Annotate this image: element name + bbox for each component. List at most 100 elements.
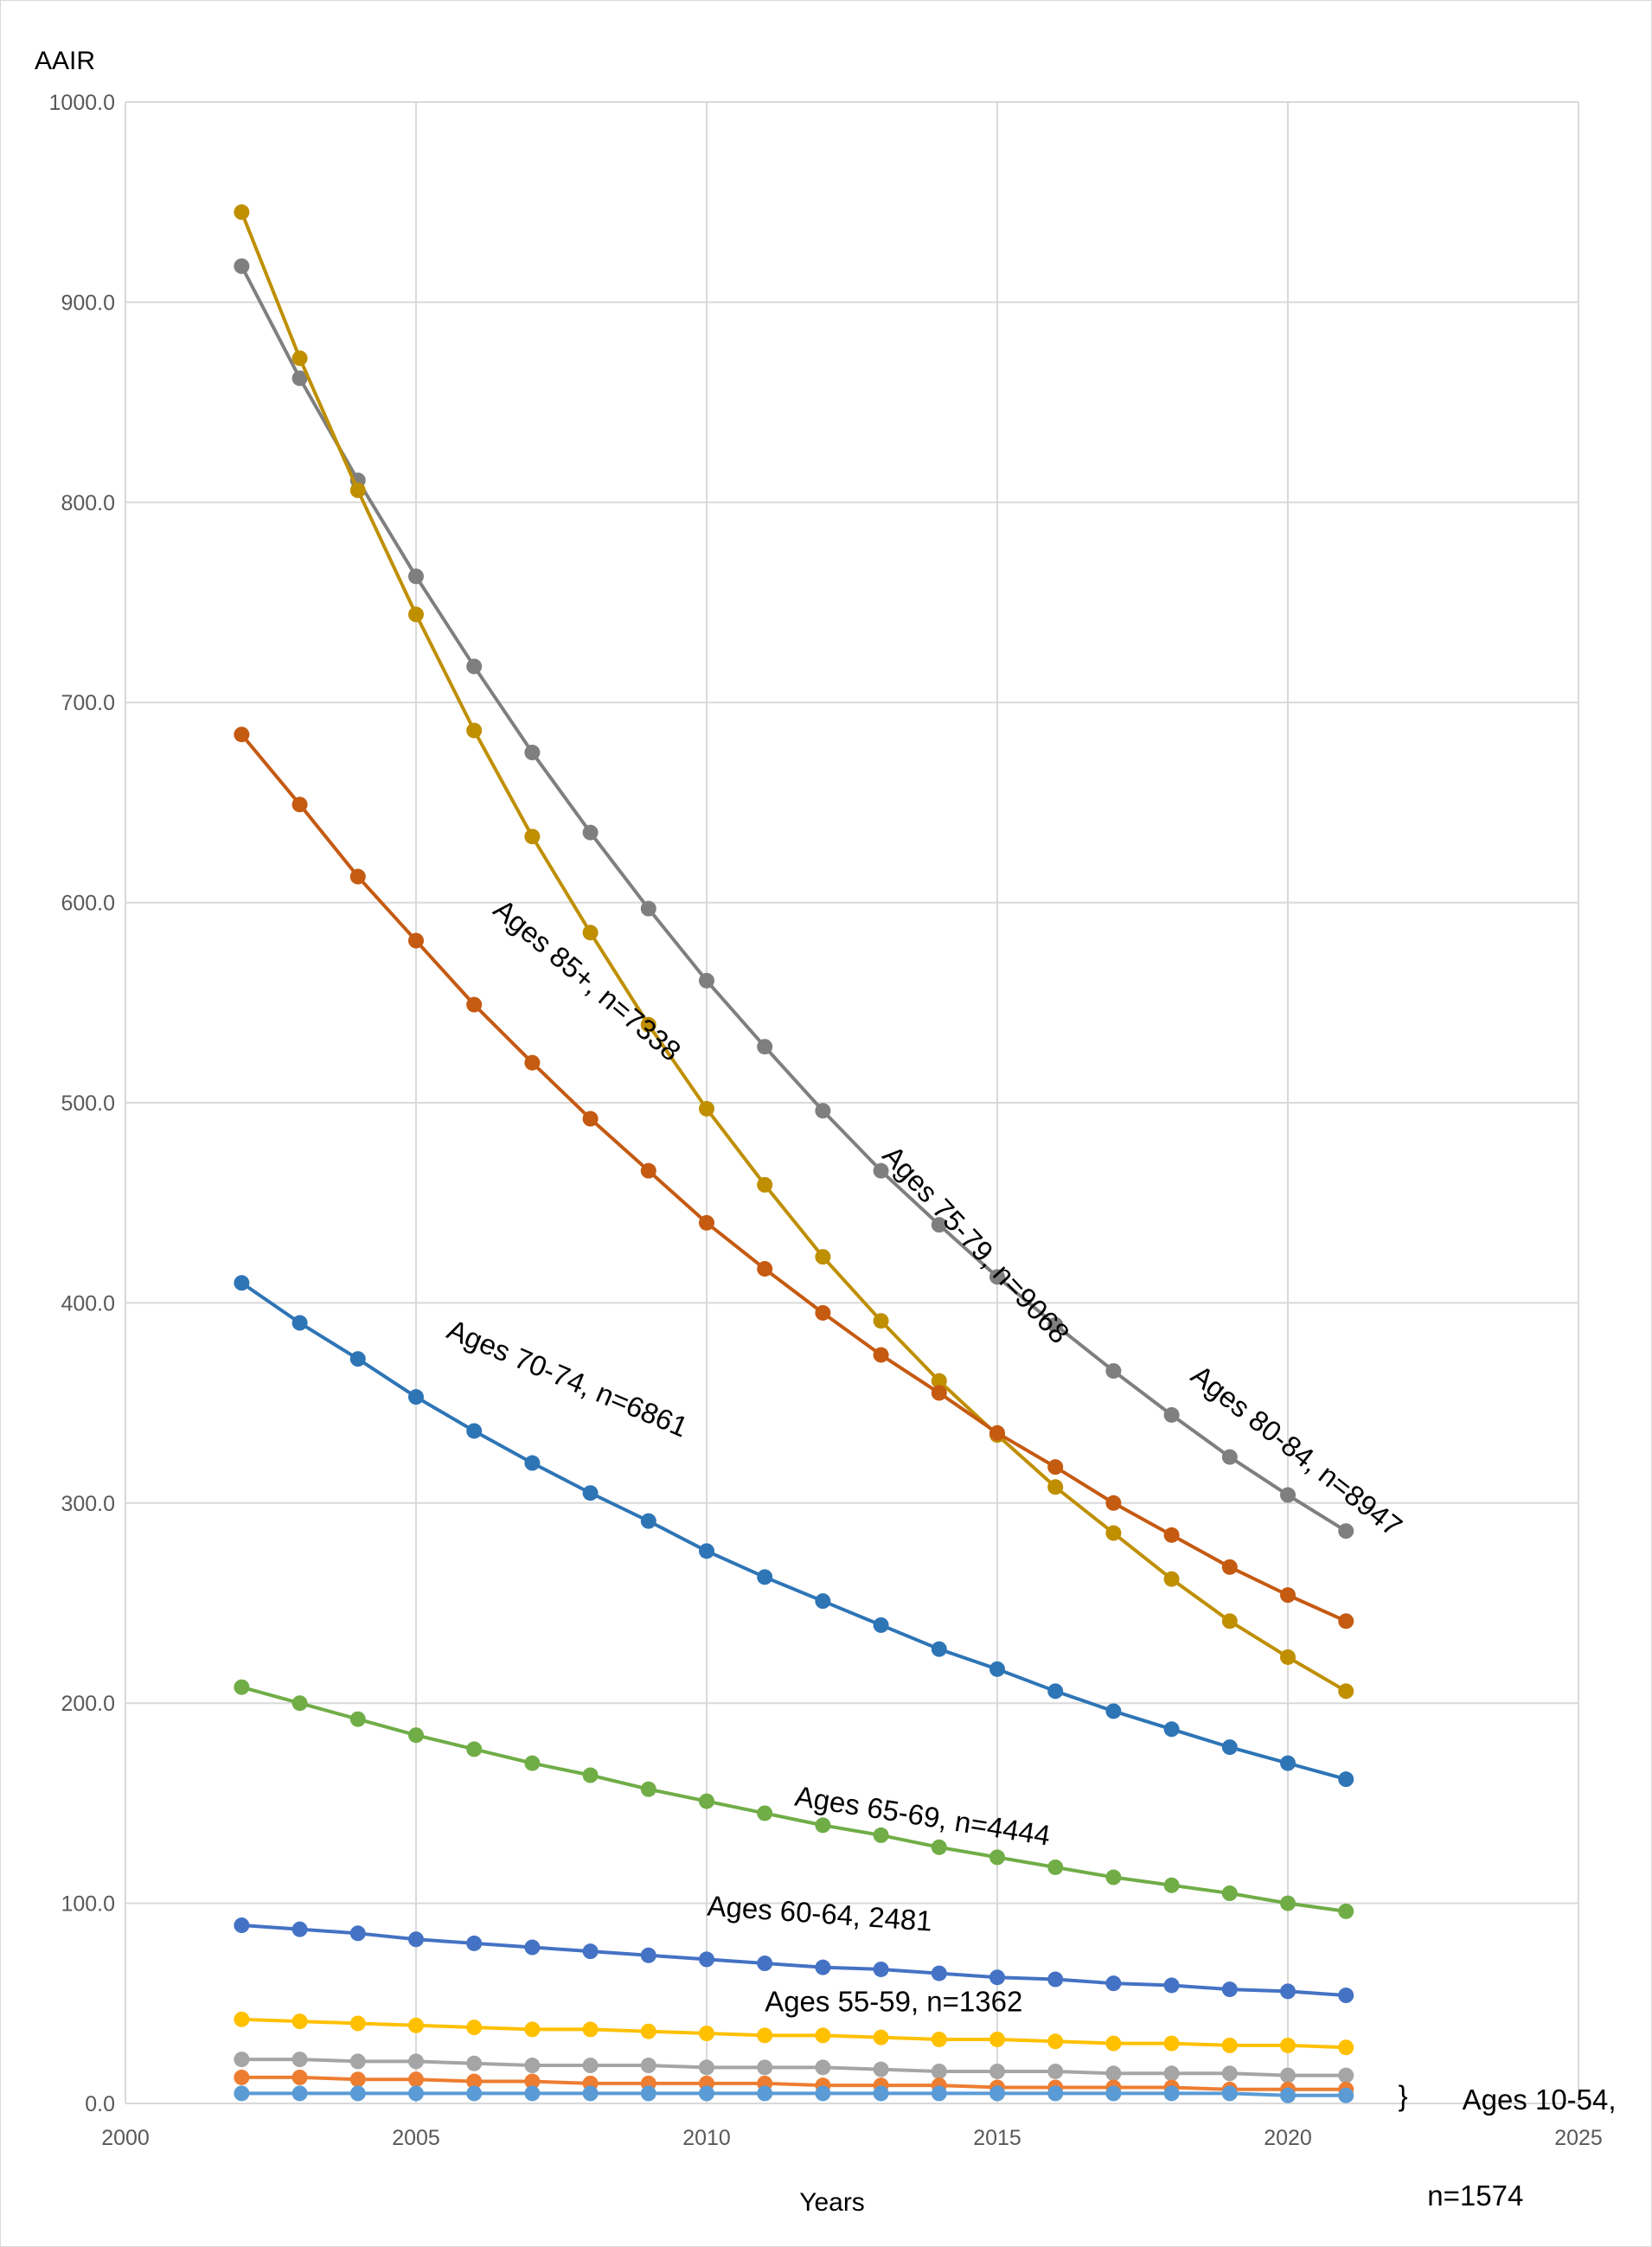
data-point <box>815 1593 831 1610</box>
data-point <box>1338 1523 1354 1540</box>
data-point <box>582 1767 599 1783</box>
data-point <box>408 2085 424 2102</box>
data-point <box>349 1351 366 1367</box>
data-point <box>524 2073 541 2090</box>
series-line <box>240 1685 1347 1913</box>
data-point <box>931 2031 947 2047</box>
data-point <box>582 2021 599 2038</box>
data-point <box>1338 1683 1354 1700</box>
data-point <box>466 1741 483 1757</box>
data-point <box>1338 1771 1354 1788</box>
data-point <box>1280 1648 1296 1665</box>
data-point <box>873 1347 889 1363</box>
y-tick-label: 1000.0 <box>49 91 115 115</box>
data-point <box>1047 1859 1064 1875</box>
data-point <box>815 1959 831 1975</box>
series-1 <box>234 258 1354 1540</box>
data-point <box>291 2013 308 2030</box>
data-point <box>1105 1869 1122 1885</box>
data-point <box>757 2027 773 2044</box>
data-point <box>757 1039 773 1055</box>
data-point <box>291 350 308 367</box>
data-point <box>1047 2033 1064 2050</box>
series-layer <box>234 204 1354 2103</box>
data-point <box>1163 2035 1180 2052</box>
data-point <box>1338 1988 1354 2004</box>
data-point <box>931 1839 947 1855</box>
data-point <box>1221 2037 1238 2053</box>
data-point <box>1105 2035 1122 2052</box>
x-tick-label: 2010 <box>682 2126 731 2150</box>
data-point <box>699 972 714 989</box>
data-point <box>640 1016 656 1033</box>
data-point <box>1221 2085 1238 2102</box>
horizontal-gridlines <box>125 101 1578 2104</box>
series-4 <box>234 1275 1354 1788</box>
data-point <box>524 2021 541 2038</box>
data-point <box>466 2055 483 2071</box>
data-point <box>873 1961 889 1977</box>
y-tick-label: 500.0 <box>61 1091 115 1116</box>
data-point <box>699 2059 714 2076</box>
data-point <box>931 1373 947 1389</box>
data-point <box>408 932 424 949</box>
data-point <box>582 1943 599 1960</box>
data-point <box>1221 1981 1238 1998</box>
data-point <box>234 1917 250 1934</box>
data-point <box>1338 1903 1354 1919</box>
data-point <box>582 2085 599 2102</box>
data-point <box>815 2059 831 2076</box>
data-point <box>1047 2085 1064 2102</box>
data-point <box>524 745 541 761</box>
data-point <box>408 568 424 585</box>
data-point <box>1047 1316 1064 1333</box>
data-point <box>1105 2065 1122 2082</box>
data-point <box>640 1513 656 1529</box>
data-point <box>1221 1739 1238 1756</box>
data-point <box>349 868 366 885</box>
data-point <box>1105 1363 1122 1380</box>
data-point <box>1105 1703 1122 1719</box>
data-point <box>757 1261 773 1277</box>
data-point <box>1047 1459 1064 1476</box>
data-point <box>1163 1721 1180 1738</box>
data-point <box>291 1921 308 1937</box>
data-point <box>408 1389 424 1405</box>
data-point <box>1163 2085 1180 2102</box>
data-point <box>524 2085 541 2102</box>
series-line <box>241 2058 1347 2077</box>
data-point <box>408 1727 424 1744</box>
data-point <box>1280 1895 1296 1911</box>
series-line <box>241 2075 1347 2091</box>
y-tick-label: 900.0 <box>61 291 115 315</box>
y-axis-title: AAIR <box>35 47 95 75</box>
data-point <box>757 2059 773 2076</box>
data-point <box>291 1695 308 1712</box>
data-point <box>291 2052 308 2068</box>
data-point <box>408 2071 424 2088</box>
x-tick-label: 2000 <box>101 2126 150 2150</box>
data-point <box>1047 1479 1064 1495</box>
series-annotation: Ages 10-54, <box>1463 2084 1617 2116</box>
data-point <box>699 1793 714 1809</box>
data-point <box>408 2017 424 2033</box>
data-point <box>699 2085 714 2102</box>
data-point <box>1105 1495 1122 1511</box>
data-point <box>757 1176 773 1193</box>
data-point <box>1221 1613 1238 1629</box>
data-point <box>1280 2087 1296 2103</box>
data-point <box>757 1569 773 1585</box>
data-point <box>815 2027 831 2044</box>
data-point <box>349 482 366 498</box>
data-point <box>815 1103 831 1119</box>
y-tick-label: 700.0 <box>61 691 115 715</box>
data-point <box>640 1947 656 1963</box>
data-point <box>1105 2085 1122 2102</box>
data-point <box>466 996 483 1013</box>
data-point <box>873 2085 889 2102</box>
data-point <box>931 1965 947 1981</box>
data-point <box>1105 1525 1122 1541</box>
